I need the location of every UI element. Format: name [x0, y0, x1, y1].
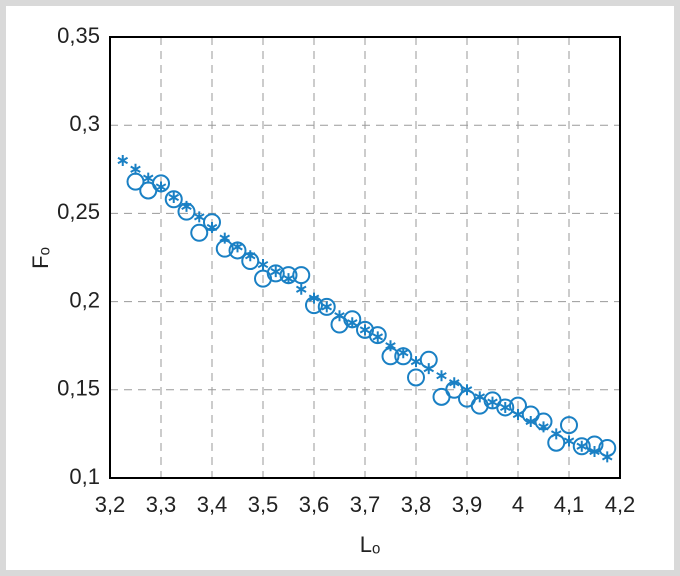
y-tick-label: 0,1	[69, 464, 100, 489]
circle-point	[241, 252, 260, 271]
circle-point	[445, 380, 464, 399]
star-point	[193, 211, 205, 223]
y-tick-label: 0,25	[57, 199, 100, 224]
circle-point	[177, 202, 196, 221]
circle-point	[572, 437, 591, 456]
x-tick-label: 3,5	[248, 492, 279, 517]
circle-point	[547, 433, 566, 452]
star-point	[168, 192, 180, 204]
y-axis-label: Fₒ	[28, 247, 53, 269]
circle-point	[496, 398, 515, 417]
x-tick-label: 4,1	[554, 492, 585, 517]
star-point	[487, 396, 498, 408]
circle-point	[598, 439, 617, 458]
star-point	[499, 401, 511, 413]
circle-point	[560, 416, 578, 435]
circle-point	[534, 412, 553, 431]
circle-point	[509, 396, 527, 415]
x-axis-label: Lₒ	[360, 532, 381, 557]
star-point	[321, 301, 333, 313]
x-tick-label: 3,8	[401, 492, 432, 517]
x-tick-label: 3,4	[197, 492, 228, 517]
circle-point	[305, 296, 323, 315]
star-point	[359, 324, 371, 336]
circle-point	[394, 347, 413, 366]
x-tick-label: 3,2	[95, 492, 126, 517]
y-tick-label: 0,35	[57, 23, 100, 48]
circle-point	[266, 264, 285, 283]
circle-point	[317, 297, 336, 316]
circle-point	[381, 347, 400, 366]
x-tick-label: 3,7	[350, 492, 381, 517]
star-point	[295, 283, 307, 295]
plot-border	[109, 36, 621, 479]
circle-point	[419, 350, 438, 369]
circle-point	[228, 241, 247, 260]
star-point	[257, 259, 269, 271]
star-point	[436, 370, 447, 382]
star-point	[219, 232, 231, 244]
y-tick-label: 0,3	[69, 111, 100, 136]
star-point	[563, 435, 575, 447]
circle-point	[126, 172, 145, 191]
star-point	[385, 340, 396, 352]
x-tick-label: 3,6	[299, 492, 330, 517]
circle-point	[190, 223, 209, 242]
circle-point	[164, 190, 183, 209]
star-point	[410, 356, 422, 368]
x-tick-label: 4,2	[605, 492, 636, 517]
circle-point	[343, 310, 362, 329]
circle-point	[152, 174, 170, 193]
circle-point	[407, 368, 425, 387]
x-tick-label: 3,9	[452, 492, 483, 517]
y-tick-label: 0,15	[57, 376, 100, 401]
x-tick-label: 4	[512, 492, 524, 517]
star-point	[372, 331, 384, 343]
x-tick-label: 3,3	[146, 492, 177, 517]
star-point	[270, 266, 282, 278]
y-tick-label: 0,2	[69, 287, 100, 312]
circle-point	[292, 266, 311, 285]
circle-point	[203, 213, 221, 232]
panel	[6, 6, 674, 570]
circle-point	[215, 239, 234, 258]
star-point	[117, 154, 129, 166]
circle-point	[585, 435, 604, 454]
star-point	[576, 440, 588, 452]
circle-point	[279, 266, 298, 285]
circle-point	[368, 326, 387, 345]
